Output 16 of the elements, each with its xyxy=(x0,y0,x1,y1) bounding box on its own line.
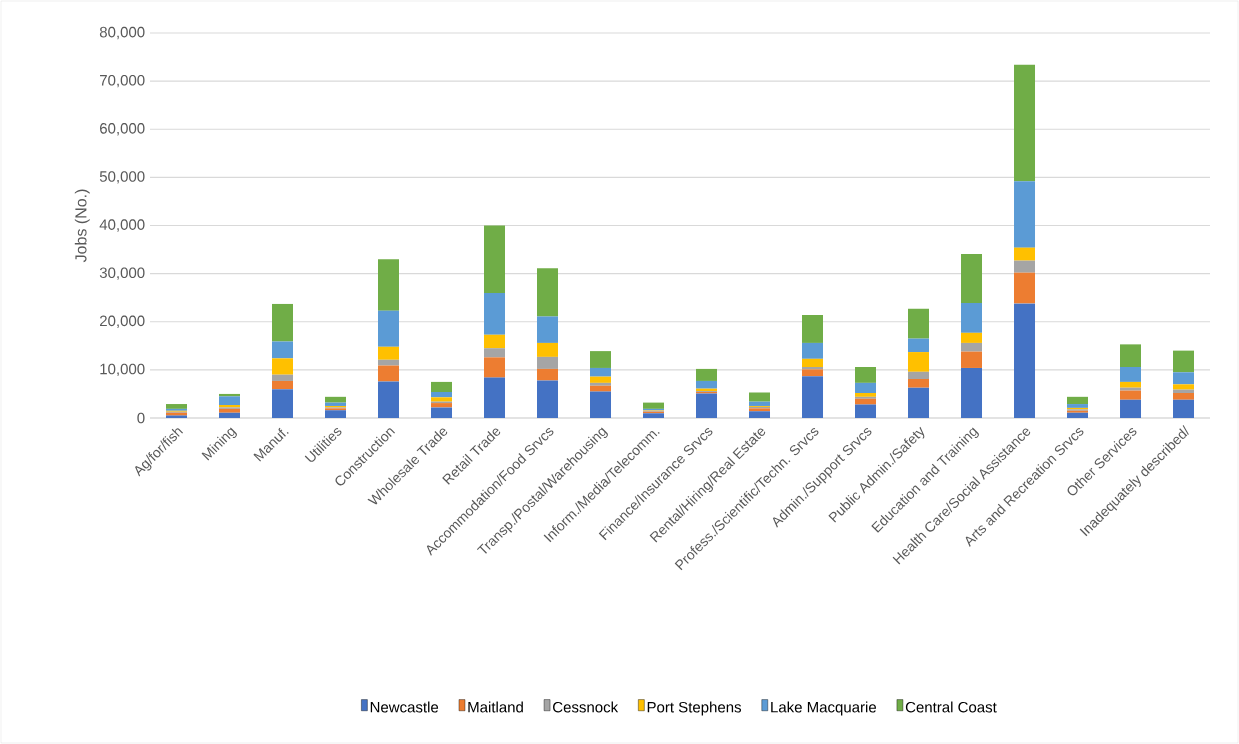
y-tick-label: 0 xyxy=(137,412,145,424)
legend-label: Maitland xyxy=(468,701,523,713)
legend-label: Lake Macquarie xyxy=(771,701,877,716)
legend-label: Central Coast xyxy=(905,701,997,713)
legend-label: Cessnock xyxy=(553,701,619,713)
y-tick-label: 50,000 xyxy=(99,171,145,184)
y-tick-label: 40,000 xyxy=(99,219,145,232)
y-tick-label: 10,000 xyxy=(100,363,145,377)
y-tick-label: 30,000 xyxy=(99,267,145,280)
y-tick-label: 80,000 xyxy=(99,26,145,40)
y-tick-label: 60,000 xyxy=(100,123,145,136)
legend-label: Port Stephens xyxy=(647,701,742,716)
y-tick-label: 70,000 xyxy=(100,74,145,88)
y-tick-label: 20,000 xyxy=(100,315,145,328)
legend-label: Newcastle xyxy=(370,701,439,713)
y-axis-title: Jobs (No.) xyxy=(74,189,90,263)
